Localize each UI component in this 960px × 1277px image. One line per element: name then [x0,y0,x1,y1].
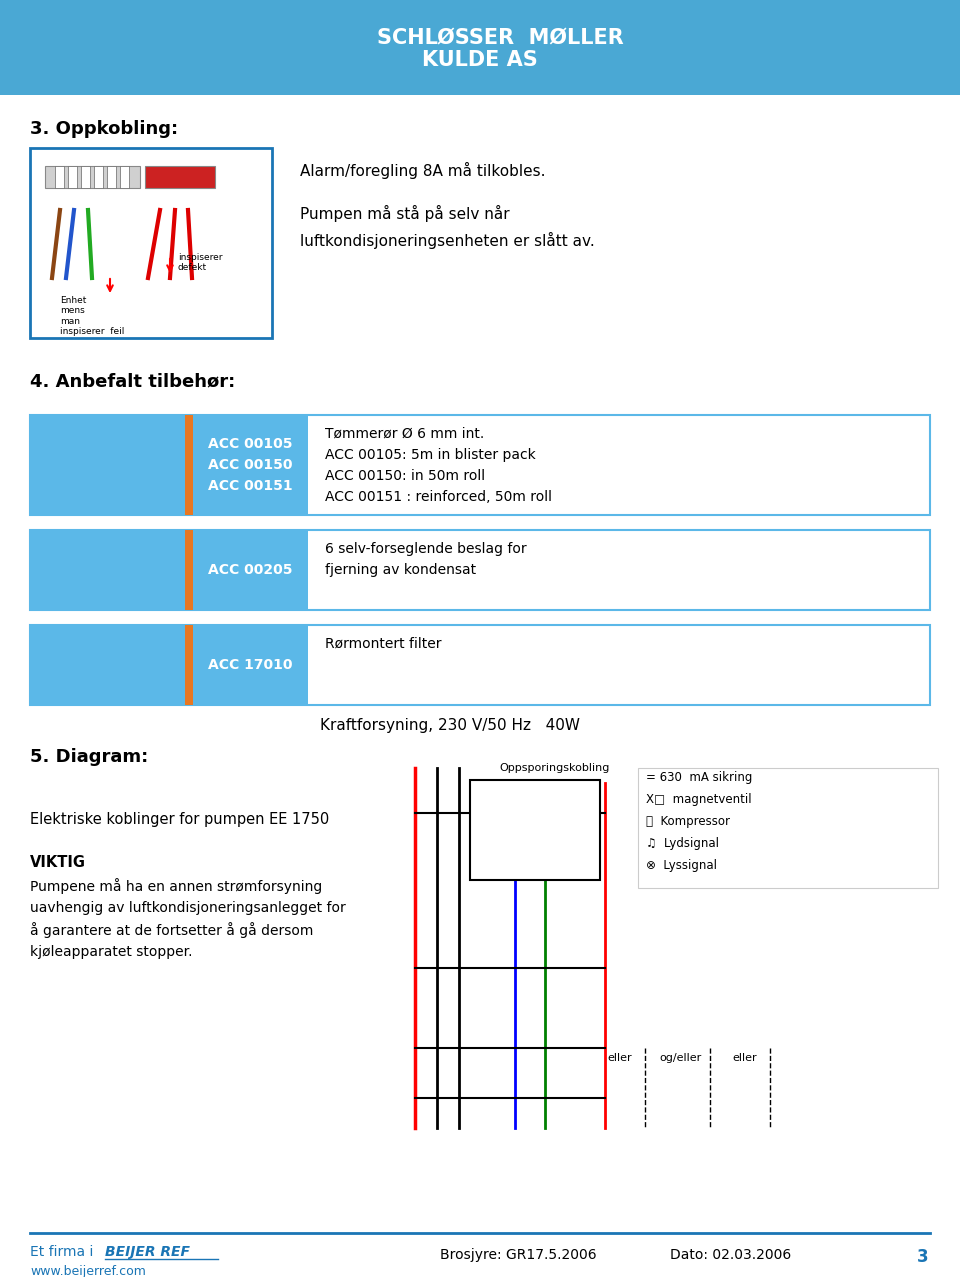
Text: Enhet
mens
man
inspiserer  feil: Enhet mens man inspiserer feil [60,296,125,336]
Bar [94,166,103,188]
Text: SCHLØSSER  MØLLER: SCHLØSSER MØLLER [376,28,623,47]
Text: = 630  mA sikring: = 630 mA sikring [646,771,753,784]
Bar [55,166,64,188]
Text: KULDE AS: KULDE AS [422,50,538,69]
Bar [107,166,116,188]
Text: eller: eller [608,1054,633,1062]
Text: 5. Diagram:: 5. Diagram: [30,748,148,766]
Text: eller: eller [732,1054,757,1062]
Text: Rørmontert filter: Rørmontert filter [325,637,442,651]
Bar [470,780,600,880]
Bar [30,530,185,610]
Text: Elektriske koblinger for pumpen EE 1750: Elektriske koblinger for pumpen EE 1750 [30,812,329,827]
Text: inspiserer
defekt: inspiserer defekt [178,253,223,272]
Bar [30,148,272,338]
Text: Oppsporingskobling: Oppsporingskobling [500,762,611,773]
Text: ⦻  Kompressor: ⦻ Kompressor [646,815,730,827]
Text: 4. Anbefalt tilbehør:: 4. Anbefalt tilbehør: [30,372,235,389]
Bar [638,767,938,888]
Bar [185,624,193,705]
Bar [30,624,930,705]
Text: Brosjyre: GR17.5.2006: Brosjyre: GR17.5.2006 [440,1248,596,1262]
Text: ♫  Lydsignal: ♫ Lydsignal [646,836,719,850]
Text: VIKTIG: VIKTIG [30,856,86,870]
Bar [30,415,930,515]
Bar [185,530,193,610]
Text: ⊗  Lyssignal: ⊗ Lyssignal [646,859,717,872]
Text: www.beijerref.com: www.beijerref.com [30,1266,146,1277]
Text: Pumpene må ha en annen strømforsyning
uavhengig av luftkondisjoneringsanlegget f: Pumpene må ha en annen strømforsyning ua… [30,879,346,959]
Text: Pumpen må stå på selv når
luftkondisjoneringsenheten er slått av.: Pumpen må stå på selv når luftkondisjone… [300,206,595,249]
Bar [145,166,215,188]
Bar [193,624,308,705]
Text: Alarm/foregling 8A må tilkobles.: Alarm/foregling 8A må tilkobles. [300,162,545,179]
Text: 6 selv-forseglende beslag for
fjerning av kondensat: 6 selv-forseglende beslag for fjerning a… [325,541,527,577]
Text: BEIJER REF: BEIJER REF [105,1245,190,1259]
Text: ACC 00105
ACC 00150
ACC 00151: ACC 00105 ACC 00150 ACC 00151 [207,438,292,493]
Bar [120,166,129,188]
Bar [193,415,308,515]
Bar [30,415,185,515]
Bar [30,530,930,610]
Bar [68,166,77,188]
Text: Tømmerør Ø 6 mm int.
ACC 00105: 5m in blister pack
ACC 00150: in 50m roll
ACC 00: Tømmerør Ø 6 mm int. ACC 00105: 5m in bl… [325,427,552,504]
Text: Dato: 02.03.2006: Dato: 02.03.2006 [670,1248,791,1262]
Bar [193,530,308,610]
Text: Et firma i: Et firma i [30,1245,98,1259]
Text: ACC 17010: ACC 17010 [207,658,292,672]
Text: og/eller: og/eller [659,1054,701,1062]
Text: ACC 00205: ACC 00205 [207,563,292,577]
Text: 3: 3 [917,1248,928,1266]
Bar [45,166,140,188]
Bar [0,0,960,94]
Text: X□  magnetventil: X□ magnetventil [646,793,752,806]
Text: Kraftforsyning, 230 V/50 Hz   40W: Kraftforsyning, 230 V/50 Hz 40W [320,718,580,733]
Bar [185,415,193,515]
Bar [81,166,90,188]
Bar [30,624,185,705]
Text: 3. Oppkobling:: 3. Oppkobling: [30,120,179,138]
